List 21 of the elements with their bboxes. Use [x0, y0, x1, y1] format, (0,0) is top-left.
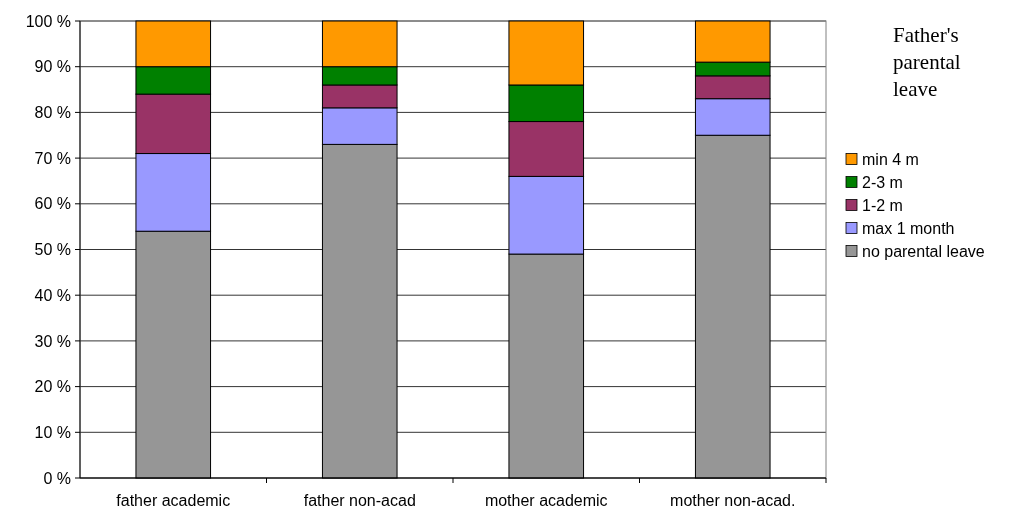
- legend-label: min 4 m: [862, 151, 919, 169]
- y-tick-label: 90 %: [34, 58, 71, 76]
- x-tick-label: mother academic: [484, 492, 608, 509]
- y-tick-label: 60 %: [34, 195, 71, 213]
- x-tick-label: mother non-acad.: [670, 492, 796, 509]
- y-tick-label: 30 %: [34, 332, 71, 350]
- y-tick-label: 40 %: [34, 286, 71, 304]
- y-tick-label: 50 %: [34, 241, 71, 259]
- x-tick-label: father academic: [116, 492, 231, 509]
- x-tick-label: father non-acad: [303, 492, 416, 509]
- y-tick-label: 70 %: [34, 149, 71, 167]
- y-tick-label: 10 %: [34, 423, 71, 441]
- y-tick-label: 80 %: [34, 104, 71, 121]
- y-tick-label: 0 %: [43, 469, 71, 487]
- text: Father's parental leave: [893, 23, 961, 101]
- legend-label: 1-2 m: [862, 197, 903, 215]
- y-tick-label: 100 %: [25, 12, 71, 30]
- legend-label: max 1 month: [862, 220, 955, 238]
- legend-label: no parental leave: [862, 243, 985, 261]
- legend-label: 2-3 m: [862, 174, 903, 192]
- y-tick-label: 20 %: [34, 378, 71, 396]
